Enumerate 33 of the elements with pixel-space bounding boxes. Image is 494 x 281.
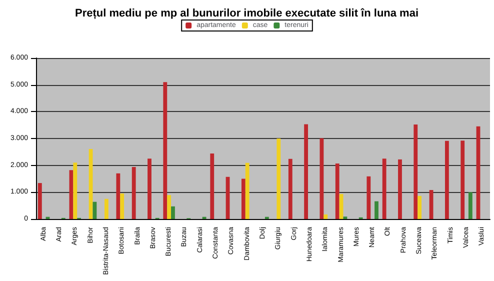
bar bbox=[167, 195, 172, 219]
bar bbox=[398, 159, 402, 219]
bar bbox=[418, 196, 422, 219]
bar bbox=[210, 154, 214, 219]
bar bbox=[171, 206, 175, 219]
bar bbox=[429, 190, 434, 219]
bar bbox=[276, 138, 281, 219]
bar bbox=[444, 140, 449, 219]
bar bbox=[104, 198, 108, 219]
bar bbox=[468, 192, 472, 219]
bar bbox=[245, 162, 250, 219]
bar bbox=[414, 124, 418, 219]
bar bbox=[116, 173, 120, 219]
bar bbox=[288, 158, 292, 219]
bar bbox=[320, 138, 324, 219]
chart-title: Prețul mediu pe mp al bunurilor imobile executate silit în luna mai bbox=[75, 8, 419, 20]
bar bbox=[163, 82, 168, 219]
bar bbox=[148, 158, 152, 219]
bar bbox=[374, 201, 378, 219]
bar bbox=[366, 176, 371, 219]
bar bbox=[241, 178, 246, 219]
bar bbox=[460, 140, 465, 219]
bar bbox=[88, 148, 93, 219]
bar bbox=[335, 163, 340, 219]
bar bbox=[324, 214, 328, 219]
bar bbox=[73, 162, 78, 219]
bar bbox=[132, 166, 136, 219]
bar bbox=[339, 194, 344, 219]
bar bbox=[120, 194, 124, 219]
bar bbox=[69, 170, 74, 219]
bar bbox=[304, 124, 308, 219]
bar bbox=[38, 183, 42, 219]
bar bbox=[382, 158, 386, 219]
